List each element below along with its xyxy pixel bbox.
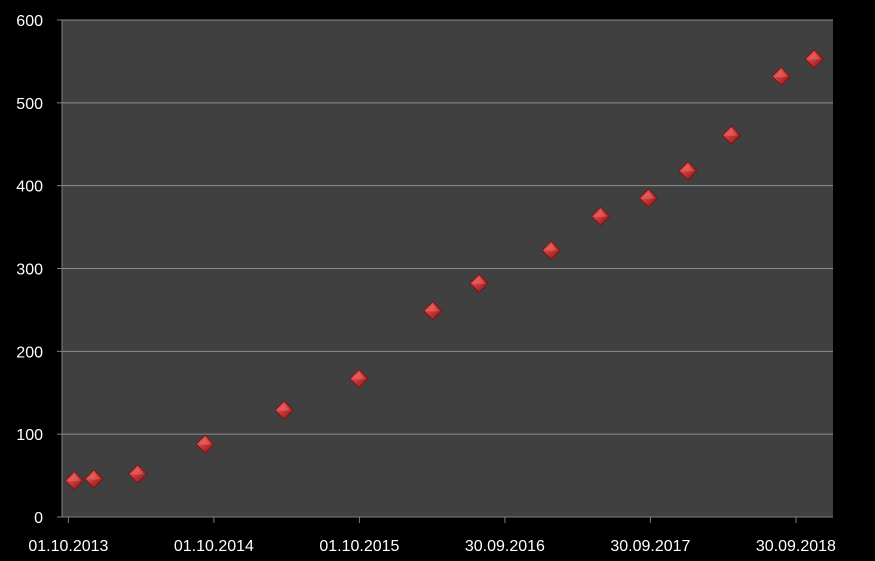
diamond-highlight: [131, 467, 144, 475]
diamond-highlight: [775, 70, 788, 78]
diamond-marker: [469, 273, 489, 294]
diamond-marker: [541, 240, 561, 260]
x-axis-ticks: 01.10.2013 01.10.2014 01.10.2015 30.09.2016…: [28, 517, 836, 555]
gridlines: [62, 19, 833, 435]
data-point: [638, 188, 659, 208]
data-point: [64, 470, 85, 491]
data-point: [678, 161, 698, 181]
diamond-marker: [84, 469, 104, 489]
data-point: [349, 368, 369, 389]
y-tick-label: 0: [34, 510, 43, 527]
diamond-highlight: [545, 244, 558, 252]
data-point: [804, 49, 824, 69]
diamond-marker: [64, 470, 85, 491]
diamond-highlight: [87, 472, 100, 480]
diamond-marker: [678, 161, 698, 181]
diamond-marker: [195, 434, 215, 454]
x-tick-label: 30.09.2016: [465, 538, 545, 555]
data-points: [64, 49, 824, 491]
diamond-marker: [274, 400, 294, 420]
diamond-highlight: [594, 210, 607, 218]
x-tick-label: 30.09.2017: [610, 538, 690, 555]
y-tick-label: 200: [16, 344, 43, 361]
y-tick-label: 600: [16, 13, 43, 30]
data-point: [128, 464, 148, 484]
diamond-highlight: [725, 129, 738, 137]
data-point: [469, 273, 489, 294]
y-tick-label: 500: [16, 96, 43, 113]
diamond-marker: [721, 125, 742, 145]
diamond-highlight: [808, 52, 821, 60]
data-point: [84, 469, 104, 489]
diamond-highlight: [68, 474, 81, 482]
data-point: [274, 400, 294, 420]
data-point: [541, 240, 561, 260]
data-point: [423, 301, 443, 321]
y-axis-ticks: 0 100 200 300 400 500 600: [16, 13, 62, 527]
diamond-highlight: [426, 304, 439, 312]
y-tick-label: 400: [16, 179, 43, 196]
x-tick-label: 30.09.2018: [756, 538, 836, 555]
diamond-highlight: [199, 438, 212, 446]
x-tick-label: 01.10.2014: [174, 538, 254, 555]
diamond-marker: [349, 368, 369, 389]
diamond-highlight: [642, 192, 655, 200]
y-tick-label: 300: [16, 262, 43, 279]
data-point: [590, 206, 611, 227]
diamond-highlight: [681, 164, 694, 172]
diamond-marker: [423, 301, 443, 321]
data-point: [721, 125, 742, 145]
data-point: [771, 66, 791, 87]
diamond-marker: [128, 464, 148, 484]
diamond-marker: [771, 66, 791, 87]
y-tick-label: 100: [16, 427, 43, 444]
diamond-highlight: [352, 372, 365, 380]
diamond-marker: [638, 188, 659, 208]
data-point: [195, 434, 215, 454]
diamond-highlight: [278, 404, 291, 412]
diamond-marker: [590, 206, 611, 227]
x-tick-label: 01.10.2015: [319, 538, 399, 555]
x-tick-label: 01.10.2013: [28, 538, 108, 555]
diamond-marker: [804, 49, 824, 69]
diamond-highlight: [472, 277, 485, 285]
